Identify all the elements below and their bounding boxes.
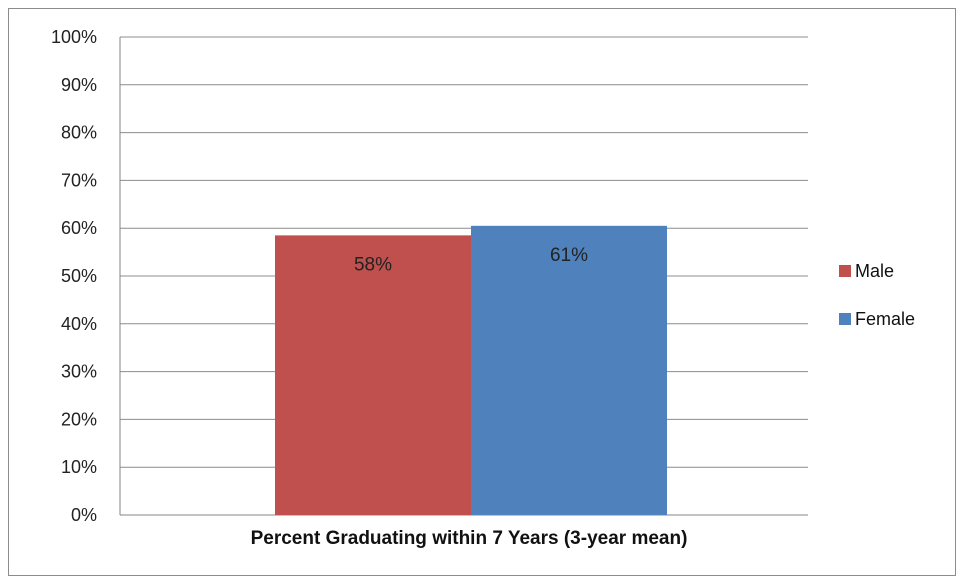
legend-swatch-female (839, 313, 851, 325)
y-tick-label: 30% (61, 362, 97, 382)
legend-label-male: Male (855, 261, 894, 281)
bar-male (275, 235, 471, 515)
data-label-male: 58% (354, 254, 392, 275)
y-tick-label: 0% (71, 505, 97, 525)
legend-label-female: Female (855, 309, 915, 329)
y-tick-label: 20% (61, 409, 97, 429)
x-category-label: Percent Graduating within 7 Years (3-yea… (251, 528, 688, 549)
y-tick-label: 80% (61, 123, 97, 143)
y-tick-label: 70% (61, 170, 97, 190)
y-tick-label: 90% (61, 75, 97, 95)
y-tick-label: 50% (61, 266, 97, 286)
y-tick-label: 60% (61, 218, 97, 238)
legend-swatch-male (839, 265, 851, 277)
bar-female (471, 225, 667, 515)
y-tick-label: 100% (51, 27, 97, 47)
y-tick-label: 40% (61, 314, 97, 334)
y-tick-label: 10% (61, 457, 97, 477)
data-label-female: 61% (550, 245, 588, 266)
